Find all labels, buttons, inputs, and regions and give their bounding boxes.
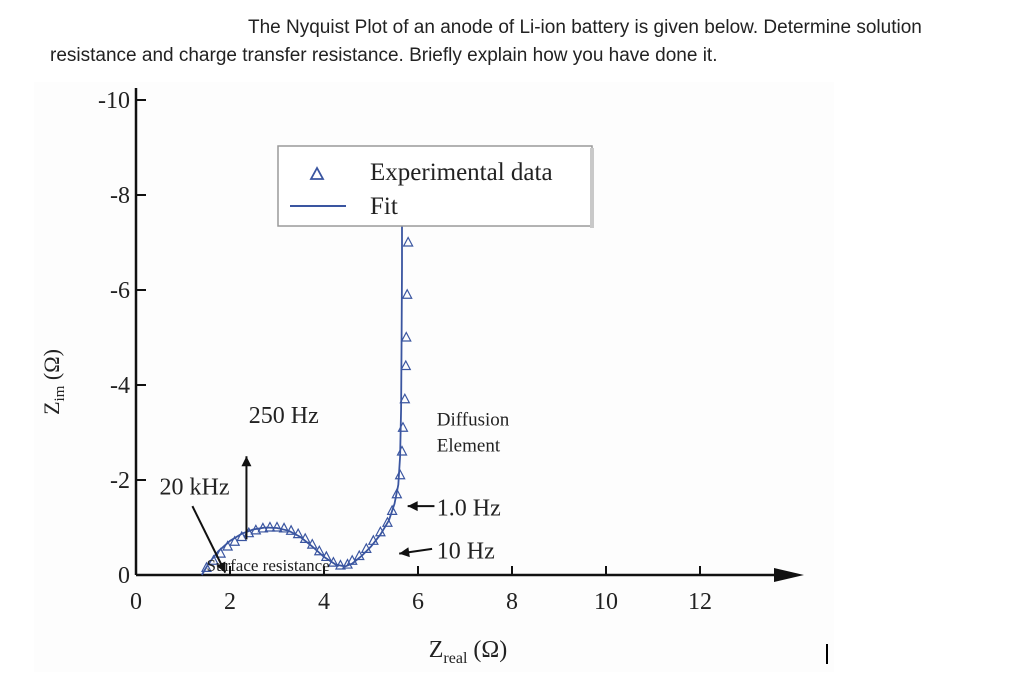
axes-layer: 0 2 4 6 8 10 12 0 -2 -4 -6 -8 -10 (98, 88, 804, 615)
label-10hz: 10 Hz (437, 538, 495, 564)
data-point-triangle (402, 236, 414, 247)
label-250hz: 250 Hz (249, 403, 319, 429)
x-tick-label: 10 (594, 589, 618, 615)
x-axis-arrowhead (774, 568, 804, 582)
arrow-20khz-head (216, 561, 226, 573)
x-tick-label: 4 (318, 589, 330, 615)
arrow-10hz-head (399, 547, 410, 558)
data-point-triangle (399, 392, 411, 404)
y-axis-label-z: Z (39, 401, 64, 414)
arrow-250hz-head (241, 456, 252, 467)
x-axis-label-z: Z (429, 637, 444, 663)
question-line-2: resistance and charge transfer resistanc… (50, 45, 718, 66)
legend-triangle-icon (309, 166, 325, 180)
y-tick-label: -10 (98, 88, 130, 114)
x-axis-label: Zreal (Ω) (429, 637, 507, 667)
y-tick-label: -2 (110, 468, 130, 494)
legend: Experimental data Fit (277, 145, 594, 228)
data-point-triangle (400, 331, 412, 342)
question-line-1: The Nyquist Plot of an anode of Li-ion b… (248, 17, 922, 38)
series-layer (201, 204, 414, 576)
text-cursor (826, 644, 828, 664)
legend-box (277, 145, 593, 227)
data-point-triangle (391, 487, 403, 499)
x-tick-label: 8 (506, 589, 518, 615)
y-tick-label: -4 (110, 373, 130, 399)
x-tick-label: 2 (224, 589, 236, 615)
x-tick-label: 0 (130, 589, 142, 615)
data-point-triangle (401, 288, 413, 299)
data-point-triangle (278, 522, 290, 533)
x-axis-label-sub: real (443, 650, 468, 667)
data-point-triangle (396, 445, 408, 456)
data-point-triangle (215, 547, 227, 558)
x-axis-label-unit: (Ω) (467, 637, 507, 663)
label-element: Element (437, 436, 501, 457)
nyquist-figure: 0 2 4 6 8 10 12 0 -2 -4 -6 -8 -10 20 kHz 250 Hz Surfac… (34, 82, 834, 672)
fit-line (201, 204, 403, 576)
y-axis-label: Zim (Ω) (39, 349, 68, 415)
legend-shadow (590, 148, 594, 228)
arrow-1hz-head (407, 501, 418, 512)
y-tick-label: 0 (118, 563, 130, 589)
label-diffusion: Diffusion (437, 409, 510, 430)
annotation-layer: 20 kHz 250 Hz Surface resistance Diffusion E… (160, 403, 510, 575)
x-tick-label: 12 (688, 589, 712, 615)
legend-fit-label: Fit (370, 193, 398, 220)
label-20khz: 20 kHz (160, 474, 230, 500)
y-axis-label-sub: im (52, 385, 68, 401)
data-point-triangle (292, 527, 304, 539)
y-axis-label-unit: (Ω) (39, 349, 64, 386)
label-surface-resistance: Surface resistance (207, 556, 330, 575)
data-point-triangle (400, 359, 412, 371)
data-point-triangle (381, 516, 393, 527)
data-point-triangle (394, 468, 406, 480)
data-point-triangle (201, 561, 212, 572)
y-tick-label: -6 (110, 278, 130, 304)
label-1hz: 1.0 Hz (437, 496, 501, 522)
x-tick-label: 6 (412, 589, 424, 615)
nyquist-chart: 0 2 4 6 8 10 12 0 -2 -4 -6 -8 -10 20 kHz 250 Hz Surfac… (39, 88, 804, 667)
legend-experimental-label: Experimental data (370, 159, 553, 186)
data-point-triangle (386, 504, 398, 515)
data-point-triangle (271, 521, 283, 532)
arrow-20khz-line (191, 505, 227, 574)
y-tick-label: -8 (110, 183, 130, 209)
